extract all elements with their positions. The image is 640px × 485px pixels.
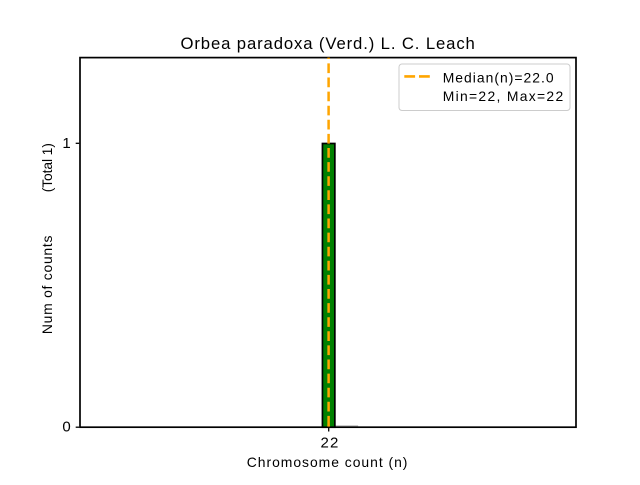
svg-text:22: 22 (321, 435, 340, 452)
svg-text:Num of counts: Num of counts (39, 235, 55, 334)
svg-text:(Total 1): (Total 1) (39, 143, 55, 192)
svg-text:0: 0 (62, 419, 70, 436)
svg-text:1: 1 (62, 135, 70, 152)
svg-text:Orbea paradoxa (Verd.) L. C. L: Orbea paradoxa (Verd.) L. C. Leach (180, 34, 475, 53)
svg-text:Chromosome count (n): Chromosome count (n) (247, 454, 409, 470)
svg-text:Min=22, Max=22: Min=22, Max=22 (443, 88, 565, 104)
svg-text:Median(n)=22.0: Median(n)=22.0 (443, 69, 555, 85)
